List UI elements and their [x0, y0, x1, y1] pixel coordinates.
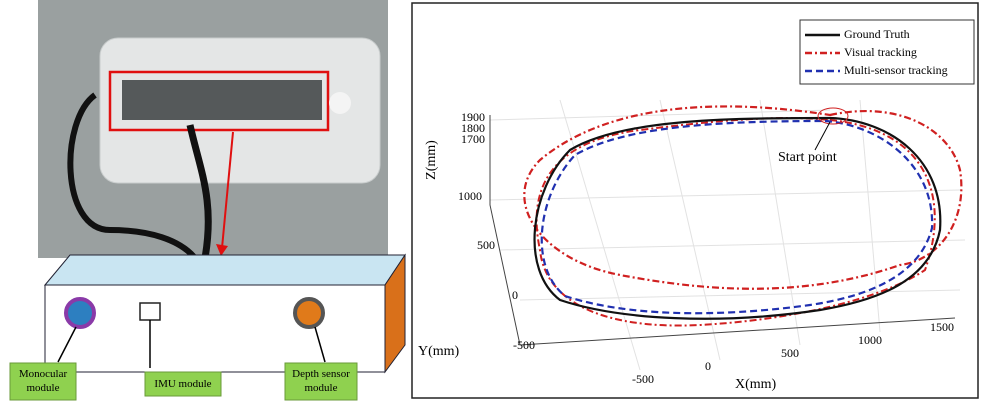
y-tick-label: -500: [513, 338, 535, 352]
label-wrap: Monocular module: [10, 363, 76, 400]
depth-icon: [295, 299, 323, 327]
y-axis-label: Y(mm): [418, 344, 460, 359]
sensor-bar: [122, 80, 322, 120]
label-wrap: IMU module: [145, 372, 221, 396]
y-tick-label: 0: [512, 288, 518, 302]
z-tick-label: 1000: [458, 189, 482, 203]
box-top: [45, 255, 405, 285]
label-wrap: Depth sensor module: [285, 363, 357, 400]
legend-label: Multi-sensor tracking: [844, 63, 948, 77]
box-front: [45, 285, 385, 372]
annotation: Start point: [778, 150, 837, 165]
page: Monocular module IMU module Depth sensor…: [0, 0, 981, 401]
imu-icon: [140, 303, 160, 320]
z-tick-label: 1700: [461, 132, 485, 146]
module-label: IMU module: [145, 372, 221, 391]
module-label: Depth sensor module: [285, 363, 357, 395]
x-tick-label: -500: [632, 372, 654, 386]
x-tick-label: 500: [781, 346, 799, 360]
module-label: Monocular module: [10, 363, 76, 395]
legend-label: Ground Truth: [844, 27, 910, 41]
x-tick-label: 1500: [930, 320, 954, 334]
z-axis-label: Z(mm): [424, 140, 439, 180]
monocular-icon: [66, 299, 94, 327]
z-tick-label: 500: [477, 238, 495, 252]
button: [329, 92, 351, 114]
legend-label: Visual tracking: [844, 45, 917, 59]
x-tick-label: 1000: [858, 333, 882, 347]
x-tick-label: 0: [705, 359, 711, 373]
figure: Monocular module IMU module Depth sensor…: [0, 0, 981, 401]
x-axis-label: X(mm): [735, 377, 777, 392]
